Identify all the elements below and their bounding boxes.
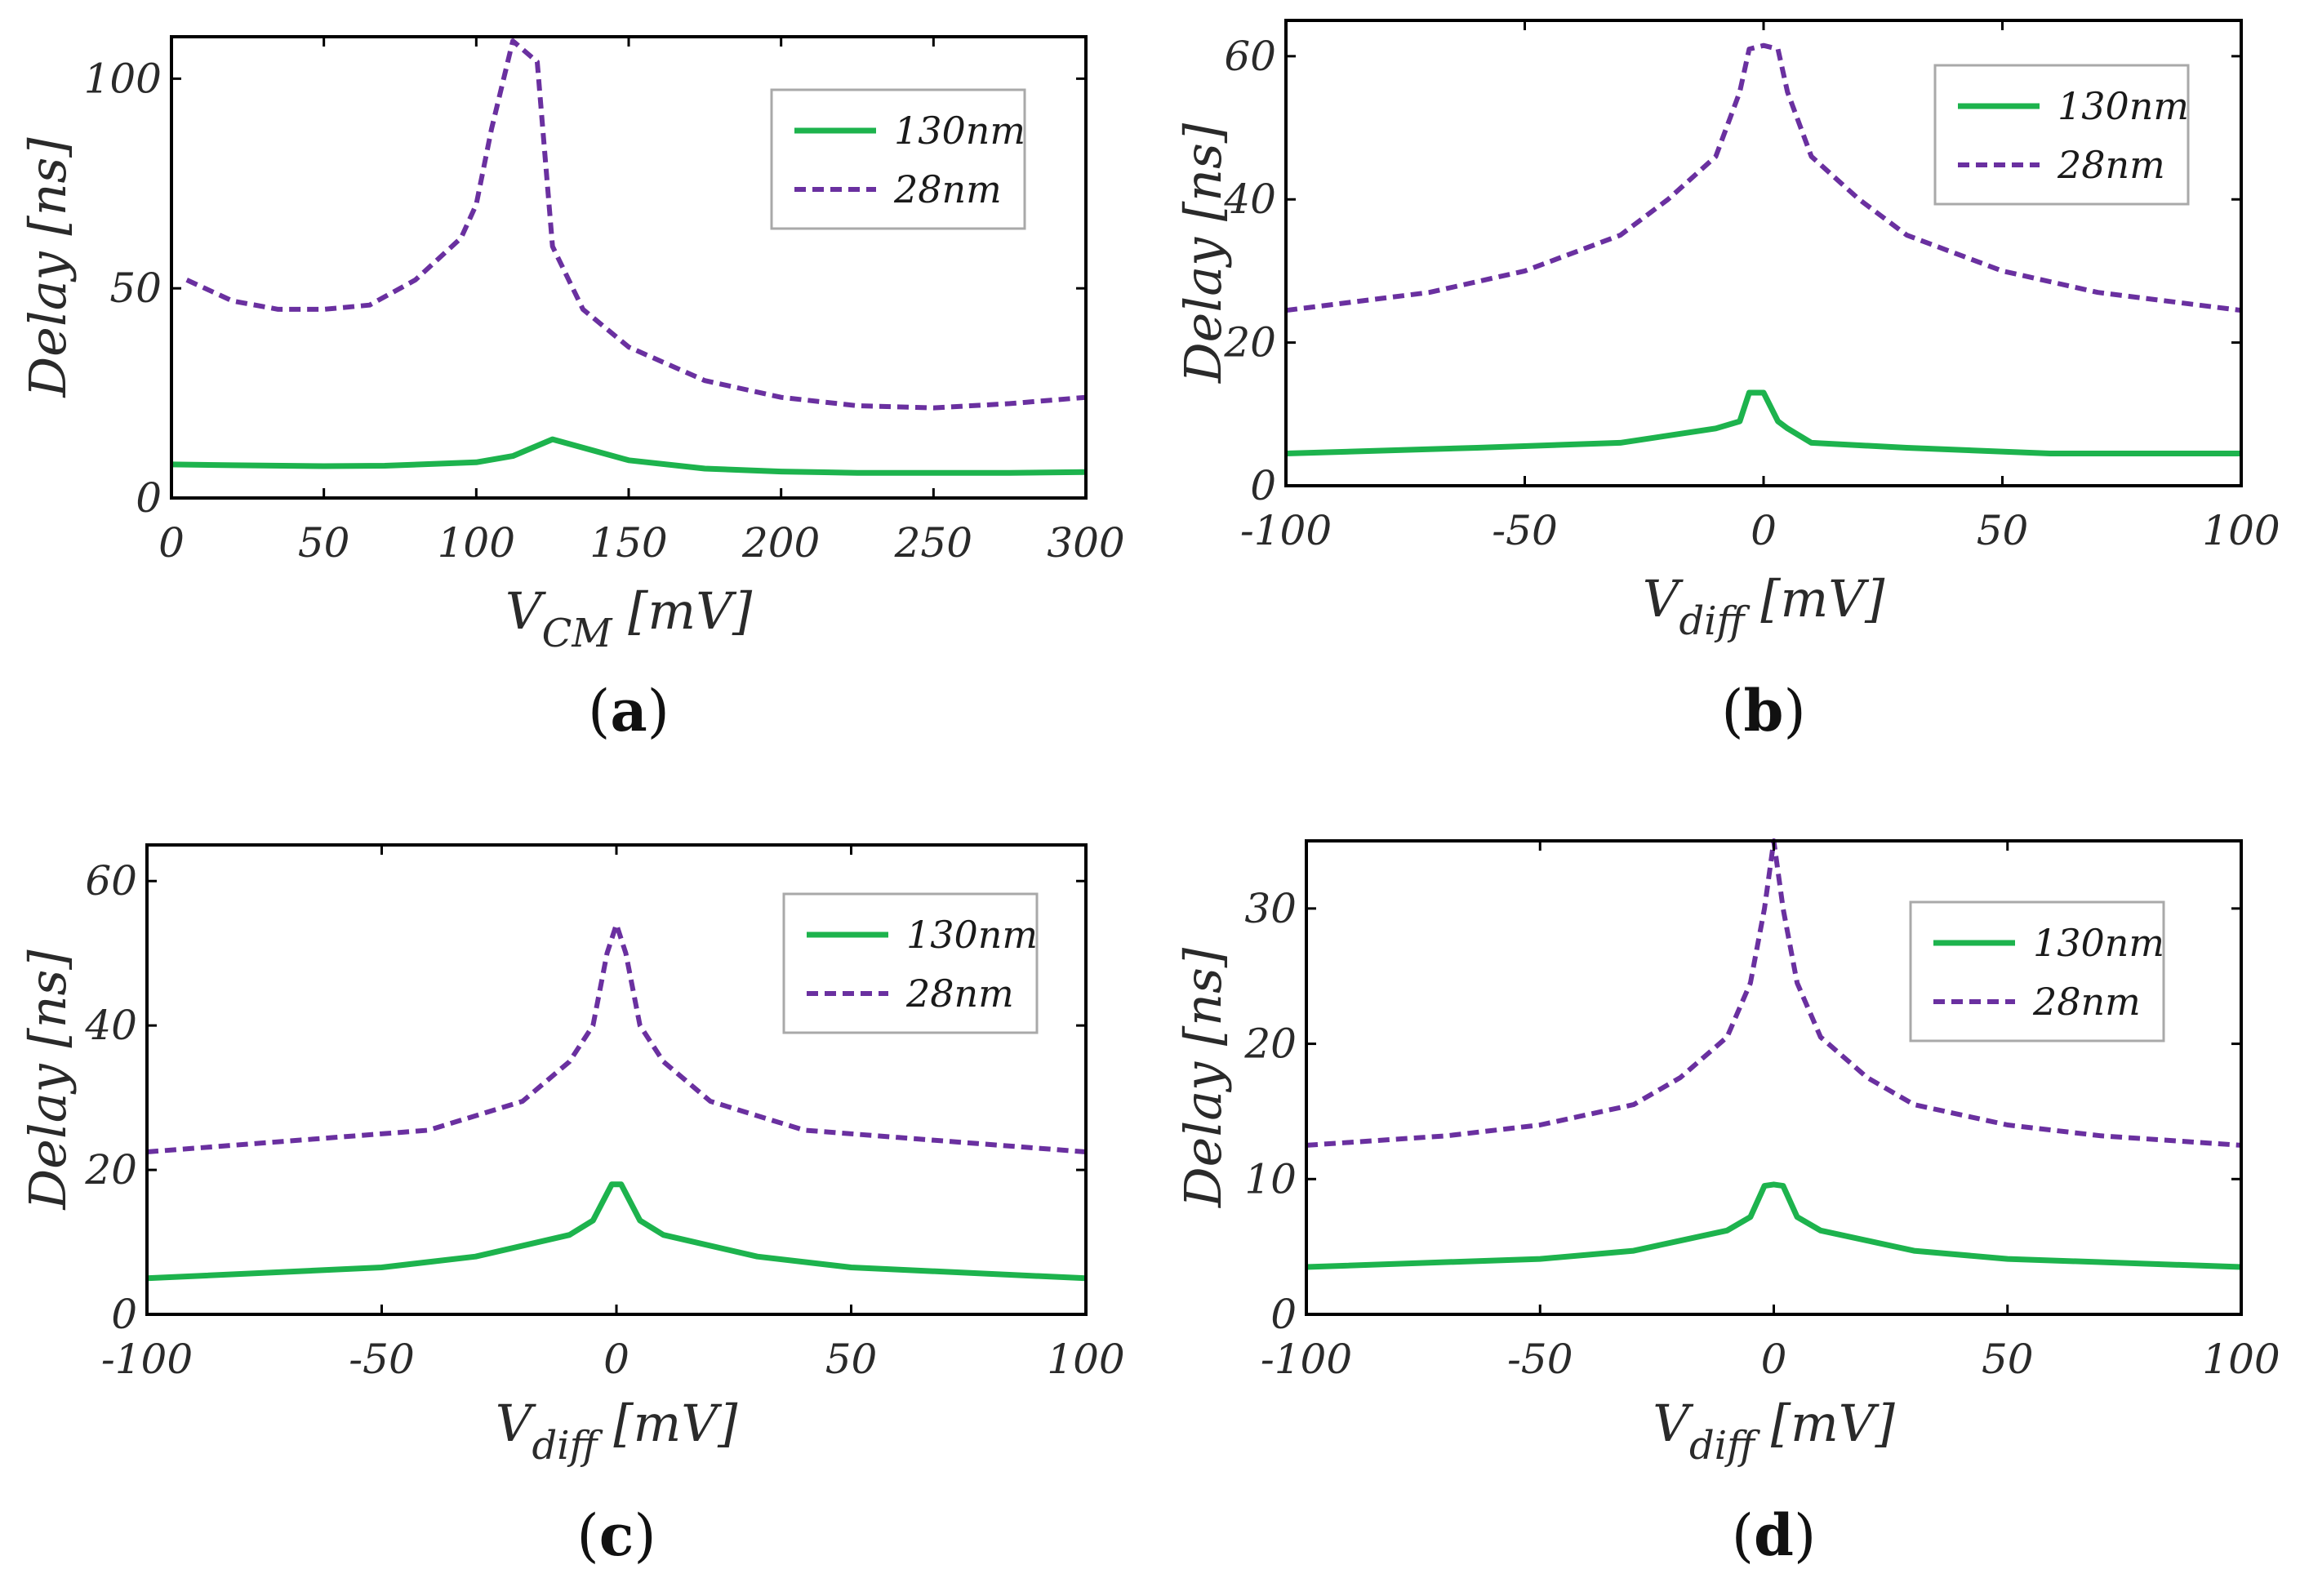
y-axis-label: Delay [ns] <box>18 949 78 1211</box>
y-tick-label: 60 <box>1224 33 1276 80</box>
panel-label: (b) <box>1721 677 1806 745</box>
series-line-28nm <box>146 922 1087 1154</box>
y-tick-label: 40 <box>84 1002 137 1049</box>
x-tick-label: 100 <box>1047 1336 1124 1383</box>
legend-label-130nm: 130nm <box>894 109 1025 153</box>
x-tick-label: 50 <box>1977 507 2029 554</box>
x-tick-label: 250 <box>894 519 972 567</box>
y-tick-label: 0 <box>136 474 162 522</box>
legend-label-130nm: 130nm <box>2058 84 2189 128</box>
x-tick-label: 0 <box>603 1336 629 1383</box>
series-line-130nm <box>1306 1181 2242 1270</box>
legend-label-28nm: 28nm <box>893 167 1002 211</box>
legend: 130nm 28nm <box>782 892 1039 1034</box>
panel-label: (c) <box>576 1501 656 1569</box>
x-axis-label-main: V <box>1643 569 1684 629</box>
y-tick-label: 10 <box>1244 1155 1297 1203</box>
legend-label-28nm: 28nm <box>2032 980 2141 1024</box>
x-axis-label: Vdiff [mV] <box>1643 569 1885 644</box>
y-tick-label: 60 <box>85 857 137 905</box>
y-tick-label: 20 <box>1243 1020 1297 1068</box>
x-tick-label: 0 <box>1761 1336 1787 1383</box>
x-axis-label-subscript: diff <box>1679 598 1751 644</box>
x-axis-label-subscript: diff <box>532 1423 603 1469</box>
x-tick-label: 200 <box>741 519 820 567</box>
series-line-130nm <box>146 1181 1087 1282</box>
legend-label-130nm: 130nm <box>906 913 1038 957</box>
y-tick-label: 40 <box>1223 176 1276 223</box>
legend: 130nm 28nm <box>770 88 1026 230</box>
legend-box <box>1933 64 2190 206</box>
y-axis-label: Delay [ns] <box>18 137 78 398</box>
x-axis-label-unit: [mV] <box>1745 569 1885 629</box>
y-tick-label: 0 <box>111 1291 137 1338</box>
series-line-130nm <box>171 436 1087 476</box>
y-tick-label: 20 <box>84 1146 137 1194</box>
x-tick-label: -50 <box>349 1336 415 1383</box>
x-axis-label-main: V <box>496 1394 537 1453</box>
x-tick-label: 50 <box>1982 1336 2034 1383</box>
y-tick-label: 20 <box>1223 319 1276 367</box>
legend: 130nm 28nm <box>1933 64 2190 206</box>
x-axis-label: VCM [mV] <box>505 581 753 656</box>
x-axis-label-main: V <box>505 581 547 641</box>
legend-box <box>1909 900 2165 1043</box>
x-axis-label-subscript: diff <box>1689 1423 1760 1469</box>
x-tick-label: -100 <box>1261 1336 1352 1383</box>
x-axis-label-unit: [mV] <box>598 1394 738 1453</box>
x-tick-label: 0 <box>158 519 185 567</box>
y-tick-label: 30 <box>1244 885 1297 932</box>
x-axis-label: Vdiff [mV] <box>1653 1394 1895 1469</box>
x-tick-label: 0 <box>1751 507 1777 554</box>
y-axis-label: Delay [ns] <box>1173 947 1233 1208</box>
x-tick-label: 300 <box>1047 519 1124 567</box>
x-axis-label-unit: [mV] <box>612 581 753 641</box>
series-line-28nm <box>1285 42 2242 313</box>
legend-label-28nm: 28nm <box>2057 143 2165 187</box>
x-axis-label-subscript: CM <box>542 611 614 656</box>
x-tick-label: 100 <box>438 519 515 567</box>
legend: 130nm 28nm <box>1909 900 2165 1043</box>
x-axis-label: Vdiff [mV] <box>496 1394 738 1469</box>
legend-box <box>782 892 1039 1034</box>
legend-box <box>770 88 1026 230</box>
x-tick-label: 50 <box>298 519 350 567</box>
series-line-130nm <box>1285 389 2241 456</box>
x-tick-label: -100 <box>1240 507 1332 554</box>
x-tick-label: 100 <box>2202 1336 2280 1383</box>
x-tick-label: -50 <box>1492 507 1558 554</box>
legend-label-28nm: 28nm <box>905 971 1014 1016</box>
x-axis-label-main: V <box>1653 1394 1694 1453</box>
x-tick-label: 150 <box>589 519 667 567</box>
x-tick-label: -100 <box>101 1336 193 1383</box>
series-line-28nm <box>185 38 1087 411</box>
panel-label: (d) <box>1732 1501 1817 1569</box>
y-tick-label: 0 <box>1250 462 1276 509</box>
x-tick-label: 100 <box>2202 507 2280 554</box>
x-axis-label-unit: [mV] <box>1755 1394 1895 1453</box>
y-tick-label: 0 <box>1270 1291 1297 1338</box>
chart-panel-b: -100 -50 0 50 100 0 20 40 60 Delay [ns] Vdiff [mV]… <box>1173 19 2280 745</box>
y-tick-label: 100 <box>84 55 162 102</box>
y-axis-label: Delay [ns] <box>1173 122 1233 384</box>
legend-label-130nm: 130nm <box>2033 921 2164 965</box>
x-tick-label: -50 <box>1507 1336 1573 1383</box>
y-tick-label: 50 <box>109 265 162 312</box>
panel-label: (a) <box>588 677 670 745</box>
x-tick-label: 50 <box>825 1336 878 1383</box>
